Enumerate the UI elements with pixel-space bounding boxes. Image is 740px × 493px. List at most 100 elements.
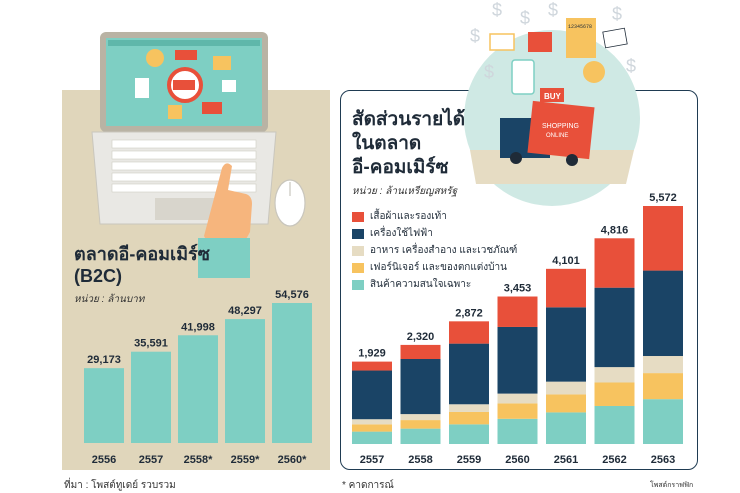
stacked-segment — [643, 356, 683, 374]
stacked-segment — [594, 367, 635, 383]
stacked-segment — [400, 344, 441, 359]
stacked-segment — [449, 321, 489, 344]
svg-text:$: $ — [484, 62, 494, 82]
legend-item-specialty: สินค้าความสนใจเฉพาะ — [352, 276, 517, 293]
bar — [84, 368, 124, 443]
stacked-segment — [546, 381, 586, 395]
bar — [131, 351, 171, 443]
stacked-segment — [546, 307, 586, 382]
right-unit: หน่วย : ล้านเหรียญสหรัฐ — [352, 186, 458, 197]
legend-swatch — [352, 262, 364, 273]
stacked-segment — [594, 382, 635, 406]
truck-text-2: ONLINE — [546, 133, 568, 139]
total-value-label: 1,929 — [358, 348, 386, 360]
stacked-segment — [352, 424, 392, 432]
right-title-line2: ในตลาด — [352, 133, 422, 154]
x-tick-label: 2559 — [457, 454, 481, 466]
svg-text:$: $ — [548, 0, 558, 20]
stacked-segment — [497, 403, 538, 419]
x-tick-label: 2557 — [360, 454, 384, 466]
stacked-segment — [643, 270, 683, 357]
mouse-icon — [274, 179, 306, 227]
hand-pointer-icon — [198, 163, 252, 278]
stacked-segment — [449, 343, 489, 405]
right-title-line3: อี-คอมเมิร์ซ — [352, 157, 449, 178]
legend-label: อาหาร เครื่องสำอาง และเวชภัณฑ์ — [370, 245, 518, 256]
total-value-label: 5,572 — [649, 192, 677, 204]
stacked-segment — [400, 359, 441, 415]
x-tick-label: 2560* — [278, 454, 307, 466]
x-tick-label: 2563 — [651, 454, 675, 466]
total-value-label: 3,453 — [504, 283, 532, 295]
total-value-label: 4,816 — [601, 224, 629, 236]
legend-swatch — [352, 245, 364, 256]
x-tick-label: 2562 — [602, 454, 626, 466]
stacked-segment — [449, 424, 489, 444]
bar — [272, 303, 312, 443]
x-tick-label: 2561 — [554, 454, 578, 466]
right-title-line1: สัดส่วนรายได้ — [352, 109, 466, 130]
source-note: ที่มา : โพสต์ทูเดย์ รวบรวม — [64, 480, 176, 491]
legend-label: สินค้าความสนใจเฉพาะ — [370, 279, 472, 290]
bar-value-label: 29,173 — [87, 354, 121, 366]
stacked-segment — [546, 394, 586, 413]
x-tick-label: 2559* — [231, 454, 260, 466]
total-value-label: 2,320 — [407, 331, 435, 343]
stacked-segment — [400, 428, 441, 444]
legend-label: เครื่องใช้ไฟฟ้า — [370, 228, 433, 239]
legend-label: เสื้อผ้าและรองเท้า — [370, 211, 447, 222]
total-value-label: 2,872 — [455, 307, 483, 319]
legend-item-electronics: เครื่องใช้ไฟฟ้า — [352, 225, 517, 242]
left-unit: หน่วย : ล้านบาท — [74, 294, 145, 305]
shopping-truck-icon: SHOPPING ONLINE BUY 12345678 — [464, 18, 640, 206]
legend-swatch — [352, 228, 364, 239]
truck-text-1: SHOPPING — [542, 123, 579, 130]
stacked-segment — [400, 420, 441, 429]
stacked-segment — [352, 419, 392, 425]
bar — [225, 319, 265, 443]
stacked-segment — [497, 296, 538, 327]
stacked-segment — [497, 418, 538, 444]
x-tick-label: 2558* — [184, 454, 213, 466]
left-title-line1: ตลาดอี-คอมเมิร์ซ — [74, 244, 210, 264]
stacked-segment — [497, 326, 538, 394]
right-title: สัดส่วนรายได้ ในตลาด อี-คอมเมิร์ซ — [352, 108, 465, 180]
legend-label: เฟอร์นิเจอร์ และของตกแต่งบ้าน — [370, 262, 507, 273]
stacked-segment — [594, 287, 635, 368]
x-tick-label: 2560 — [505, 454, 529, 466]
brand-credit: โพสต์กราฟฟิก — [650, 482, 694, 489]
stacked-segment — [546, 268, 586, 308]
stacked-segment — [594, 238, 635, 288]
bar-value-label: 54,576 — [275, 289, 309, 301]
stacked-segment — [594, 405, 635, 444]
stacked-segment — [643, 399, 683, 444]
left-title: ตลาดอี-คอมเมิร์ซ (B2C) — [74, 243, 210, 287]
legend-item-food: อาหาร เครื่องสำอาง และเวชภัณฑ์ — [352, 242, 517, 259]
stacked-segment — [352, 361, 392, 371]
svg-text:$: $ — [470, 26, 480, 46]
stacked-segment — [643, 373, 683, 400]
svg-text:$: $ — [520, 8, 530, 28]
bar-value-label: 35,591 — [134, 338, 168, 350]
stacked-segment — [449, 404, 489, 412]
dollar-signs: $ $ $ $ $ $ $ — [470, 0, 636, 82]
stacked-segment — [643, 206, 683, 271]
bar-value-label: 41,998 — [181, 321, 215, 333]
x-tick-label: 2556 — [92, 454, 116, 466]
laptop-icon — [91, 32, 277, 225]
calculator-text: 12345678 — [568, 24, 592, 30]
svg-text:$: $ — [612, 4, 622, 24]
svg-text:$: $ — [492, 0, 502, 20]
stacked-segment — [352, 431, 392, 444]
legend: เสื้อผ้าและรองเท้า เครื่องใช้ไฟฟ้า อาหาร… — [352, 208, 517, 293]
bar-value-label: 48,297 — [228, 305, 262, 317]
stacked-segment — [497, 393, 538, 404]
stacked-segment — [352, 370, 392, 420]
bar — [178, 335, 218, 443]
buy-tag: BUY — [544, 92, 562, 101]
legend-item-furniture: เฟอร์นิเจอร์ และของตกแต่งบ้าน — [352, 259, 517, 276]
x-tick-label: 2557 — [139, 454, 163, 466]
svg-text:$: $ — [626, 56, 636, 76]
